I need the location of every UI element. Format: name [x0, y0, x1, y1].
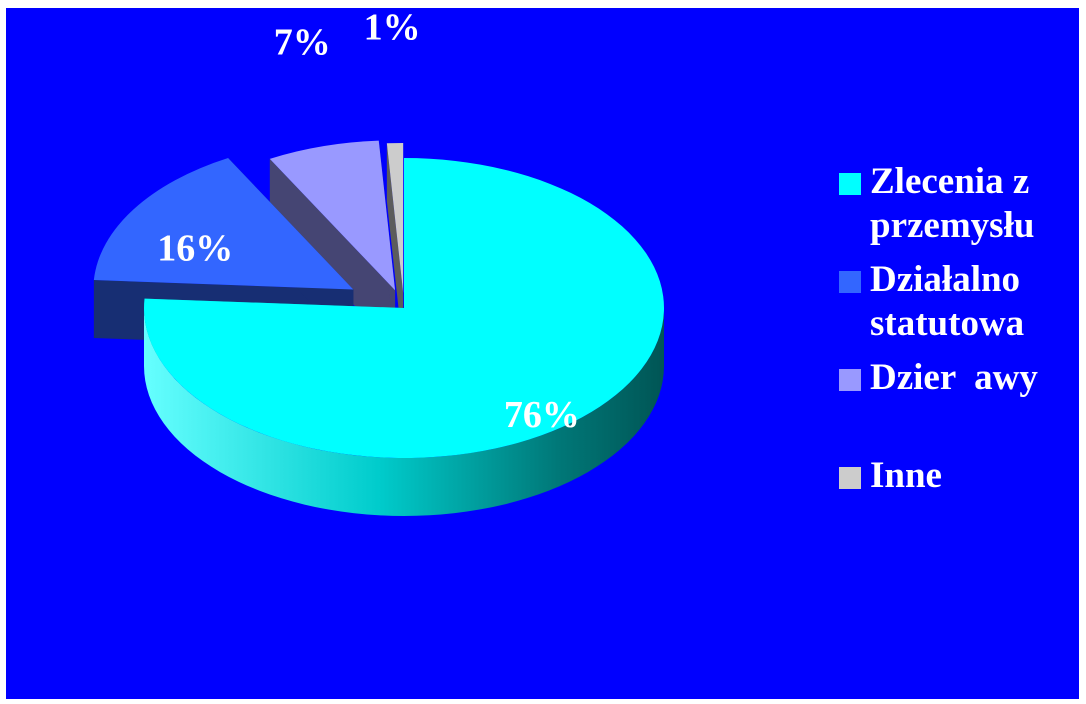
legend-item-dzialalnosc: Działalno statutowa	[832, 258, 1072, 356]
legend: Zlecenia z przemysłu Działalno statutowa…	[832, 160, 1072, 504]
legend-label-dzialalnosc: Działalno statutowa	[870, 259, 1025, 344]
data-label-zlecenia: 76%	[504, 394, 580, 436]
chart-area: 76% 16% 7% 1% Zlecenia z przemysłu Działaln…	[6, 8, 1079, 699]
pie-slice-dzierzawy	[269, 140, 396, 349]
pie-chart: 76% 16% 7% 1%	[93, 8, 665, 516]
legend-item-inne: Inne	[832, 454, 1072, 504]
legend-label-inne: Inne	[870, 455, 942, 496]
legend-item-zlecenia: Zlecenia z przemysłu	[832, 160, 1072, 258]
legend-swatch-dzierzawy	[839, 369, 861, 391]
legend-swatch-dzialalnosc	[839, 271, 861, 293]
legend-label-dzierzawy: Dzier awy	[870, 357, 1038, 398]
data-label-dzialalnosc: 16%	[157, 227, 233, 269]
legend-label-zlecenia: Zlecenia z przemysłu	[870, 161, 1035, 246]
legend-swatch-inne	[839, 467, 861, 489]
data-label-inne: 1%	[364, 8, 421, 48]
legend-swatch-zlecenia	[839, 173, 861, 195]
pie-slice-inne	[386, 143, 404, 352]
pie-slice-zlecenia	[144, 158, 665, 516]
data-label-dzierzawy: 7%	[274, 22, 331, 64]
legend-item-dzierzawy: Dzier awy	[832, 356, 1072, 454]
